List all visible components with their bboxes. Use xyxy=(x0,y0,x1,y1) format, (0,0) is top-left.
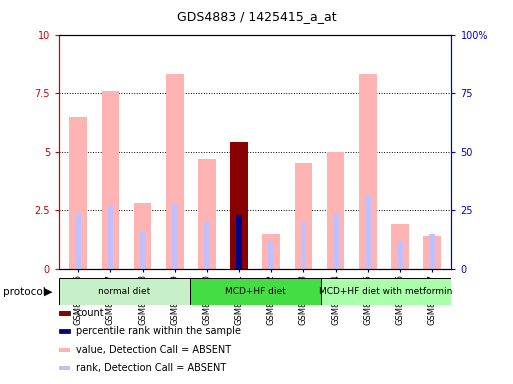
Bar xyxy=(204,222,210,269)
Bar xyxy=(423,236,441,269)
Bar xyxy=(359,74,377,269)
Bar xyxy=(134,203,151,269)
Bar xyxy=(263,233,280,269)
Text: MCD+HF diet: MCD+HF diet xyxy=(225,287,286,296)
Bar xyxy=(102,91,120,269)
Bar xyxy=(236,215,242,269)
Bar xyxy=(140,231,146,269)
Text: value, Detection Call = ABSENT: value, Detection Call = ABSENT xyxy=(76,345,231,355)
Bar xyxy=(69,117,87,269)
Bar xyxy=(294,164,312,269)
Bar xyxy=(190,278,321,305)
Text: GDS4883 / 1425415_a_at: GDS4883 / 1425415_a_at xyxy=(176,10,337,23)
Bar xyxy=(59,278,190,305)
Text: count: count xyxy=(76,308,104,318)
Bar xyxy=(391,224,409,269)
Bar xyxy=(172,203,177,269)
Bar xyxy=(108,205,113,269)
Bar xyxy=(198,159,216,269)
Text: MCD+HF diet with metformin: MCD+HF diet with metformin xyxy=(320,287,452,296)
Bar xyxy=(301,222,306,269)
Text: rank, Detection Call = ABSENT: rank, Detection Call = ABSENT xyxy=(76,363,227,373)
Bar xyxy=(327,152,345,269)
Bar xyxy=(321,278,451,305)
Bar xyxy=(333,213,339,269)
Text: percentile rank within the sample: percentile rank within the sample xyxy=(76,326,242,336)
Text: protocol: protocol xyxy=(3,287,45,297)
Bar xyxy=(429,233,435,269)
Text: ▶: ▶ xyxy=(44,287,52,297)
Text: normal diet: normal diet xyxy=(98,287,150,296)
Bar xyxy=(230,142,248,269)
Bar xyxy=(75,213,81,269)
Bar xyxy=(397,241,403,269)
Bar xyxy=(166,74,184,269)
Bar xyxy=(268,241,274,269)
Bar xyxy=(230,142,248,269)
Bar xyxy=(365,196,371,269)
